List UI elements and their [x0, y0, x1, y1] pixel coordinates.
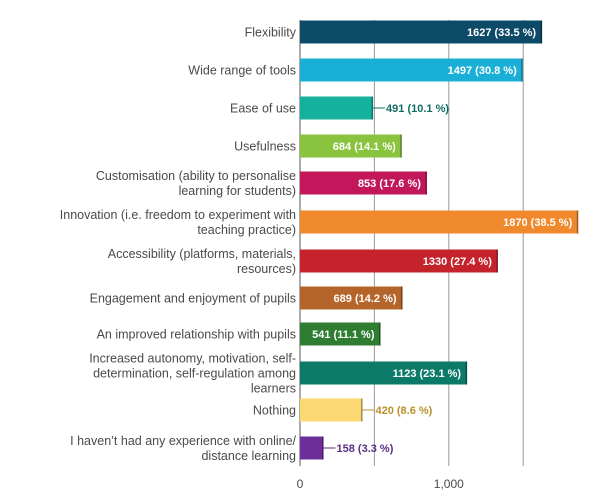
value-label: 541 (11.1 %): [312, 329, 375, 341]
value-label: 1870 (38.5 %): [503, 217, 572, 229]
value-label: 1497 (30.8 %): [448, 65, 517, 77]
bar-edge: [425, 171, 427, 195]
bar: [300, 96, 374, 120]
bar-edge: [521, 58, 523, 82]
category-label: Wide range of tools: [188, 64, 296, 78]
value-label: 853 (17.6 %): [358, 178, 421, 190]
bar-edge: [401, 286, 403, 310]
x-tick-label: 1,000: [434, 477, 464, 491]
value-label: 684 (14.1 %): [333, 141, 396, 153]
bar-edge: [496, 249, 498, 273]
bar-edge: [465, 361, 468, 385]
bar-edge: [400, 134, 402, 158]
bar-edge: [379, 322, 381, 346]
bar: [300, 436, 324, 460]
category-labels: Flexibility Wide range of tools Ease of us…: [60, 26, 297, 464]
category-label: I haven’t had any experience with online…: [70, 434, 296, 463]
bar-edge: [576, 210, 579, 234]
value-label: 491 (10.1 %): [386, 103, 449, 115]
bar-edge: [360, 398, 363, 422]
bar: [300, 20, 543, 44]
value-label: 1123 (23.1 %): [393, 368, 462, 380]
grid-lines: [299, 20, 524, 466]
value-labels: 1627 (33.5 %) 1497 (30.8 %) 491 (10.1 %) 68…: [312, 27, 572, 455]
bar: [300, 210, 579, 234]
bar: [300, 286, 403, 310]
category-label: Increased autonomy, motivation, self-det…: [89, 352, 296, 396]
category-label: Flexibility: [245, 26, 297, 40]
category-label: Ease of use: [230, 102, 296, 116]
bar: [300, 58, 523, 82]
category-label: An improved relationship with pupils: [97, 328, 296, 342]
x-axis-ticks: 0 1,000: [297, 477, 464, 491]
category-label: Usefulness: [234, 140, 296, 154]
bar: [300, 361, 468, 385]
bar: [300, 171, 427, 195]
category-label: Accessibility (platforms, materials, reso…: [108, 247, 296, 276]
bar: [300, 322, 381, 346]
value-label: 689 (14.2 %): [334, 293, 397, 305]
bar: [300, 249, 498, 273]
value-label: 1627 (33.5 %): [467, 27, 536, 39]
bar-edge: [322, 436, 324, 460]
bar: [300, 134, 402, 158]
category-label: Engagement and enjoyment of pupils: [90, 292, 296, 306]
bar-edge: [371, 96, 374, 120]
value-label: 158 (3.3 %): [337, 443, 394, 455]
bars: [300, 20, 579, 460]
category-label: Nothing: [253, 404, 296, 418]
category-label: Innovation (i.e. freedom to experiment w…: [60, 208, 296, 237]
value-label: 420 (8.6 %): [375, 405, 432, 417]
bar-edge: [540, 20, 543, 44]
category-label: Customisation (ability to personalise lea…: [96, 169, 296, 198]
x-tick-label: 0: [297, 477, 304, 491]
bar: [300, 398, 363, 422]
value-label: 1330 (27.4 %): [423, 256, 492, 268]
